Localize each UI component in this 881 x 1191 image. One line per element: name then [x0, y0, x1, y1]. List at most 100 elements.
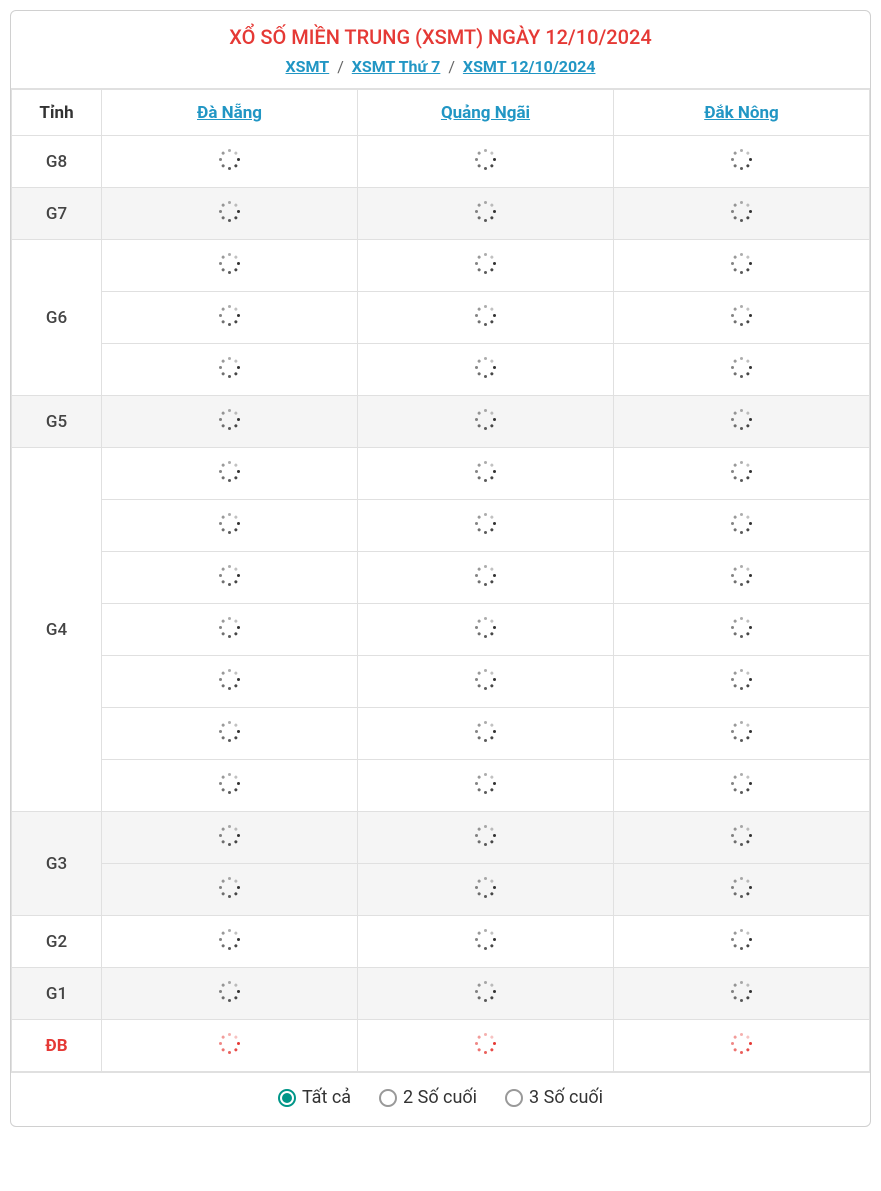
loading-spinner-icon [219, 460, 241, 482]
breadcrumb-sep: / [448, 57, 455, 76]
loading-spinner-icon [731, 512, 753, 534]
result-cell [358, 344, 614, 396]
result-cell [358, 604, 614, 656]
result-cell [102, 708, 358, 760]
loading-spinner-icon [219, 772, 241, 794]
result-cell [358, 708, 614, 760]
result-cell [614, 188, 870, 240]
loading-spinner-icon [219, 824, 241, 846]
result-cell [102, 916, 358, 968]
filter-option[interactable]: Tất cả [278, 1087, 351, 1108]
result-cell [358, 188, 614, 240]
result-cell [614, 656, 870, 708]
loading-spinner-icon [475, 460, 497, 482]
result-cell [102, 136, 358, 188]
col-header-province: Đắk Nông [614, 90, 870, 136]
results-table: Tỉnh Đà Nẵng Quảng Ngãi Đắk Nông G8G7G6 G… [11, 89, 870, 1072]
panel-title: XỔ SỐ MIỀN TRUNG (XSMT) NGÀY 12/10/2024 [21, 25, 860, 49]
loading-spinner-icon [219, 616, 241, 638]
result-cell [614, 760, 870, 812]
table-row: G1 [12, 968, 870, 1020]
loading-spinner-icon [475, 824, 497, 846]
radio-icon [278, 1089, 296, 1107]
table-row: G4 [12, 448, 870, 500]
table-row [12, 552, 870, 604]
loading-spinner-icon [219, 252, 241, 274]
col-header-province-label: Tỉnh [12, 90, 102, 136]
loading-spinner-icon [219, 512, 241, 534]
table-row [12, 864, 870, 916]
lottery-panel: XỔ SỐ MIỀN TRUNG (XSMT) NGÀY 12/10/2024 … [10, 10, 871, 1127]
breadcrumb-link-xsmt[interactable]: XSMT [286, 57, 330, 76]
loading-spinner-icon [475, 356, 497, 378]
province-link-dak-nong[interactable]: Đắk Nông [704, 103, 779, 123]
breadcrumb-link-date[interactable]: XSMT 12/10/2024 [463, 57, 596, 76]
filter-option-label: Tất cả [302, 1087, 351, 1108]
result-cell [614, 344, 870, 396]
result-cell [102, 760, 358, 812]
prize-label: G2 [12, 916, 102, 968]
province-link-quang-ngai[interactable]: Quảng Ngãi [441, 103, 530, 123]
filter-option[interactable]: 2 Số cuối [379, 1087, 477, 1108]
result-cell [614, 240, 870, 292]
loading-spinner-icon [731, 876, 753, 898]
panel-header: XỔ SỐ MIỀN TRUNG (XSMT) NGÀY 12/10/2024 … [11, 11, 870, 89]
prize-label: G8 [12, 136, 102, 188]
result-cell [614, 500, 870, 552]
table-row [12, 760, 870, 812]
prize-label: G7 [12, 188, 102, 240]
result-cell [102, 500, 358, 552]
result-cell [102, 396, 358, 448]
loading-spinner-icon [731, 772, 753, 794]
radio-icon [379, 1089, 397, 1107]
result-cell [614, 552, 870, 604]
result-cell [358, 864, 614, 916]
result-cell [358, 760, 614, 812]
province-link-da-nang[interactable]: Đà Nẵng [197, 103, 262, 123]
result-cell [614, 864, 870, 916]
loading-spinner-icon [731, 564, 753, 586]
loading-spinner-icon [475, 512, 497, 534]
result-cell [614, 812, 870, 864]
loading-spinner-icon [475, 772, 497, 794]
result-cell [102, 448, 358, 500]
result-cell [102, 344, 358, 396]
result-cell [358, 1020, 614, 1072]
loading-spinner-icon [731, 928, 753, 950]
result-cell [102, 864, 358, 916]
table-row: G7 [12, 188, 870, 240]
breadcrumb-link-day[interactable]: XSMT Thứ 7 [352, 57, 441, 76]
loading-spinner-icon [219, 720, 241, 742]
result-cell [358, 292, 614, 344]
result-cell [614, 604, 870, 656]
col-header-province: Quảng Ngãi [358, 90, 614, 136]
result-cell [358, 812, 614, 864]
prize-label: G4 [12, 448, 102, 812]
table-row: G8 [12, 136, 870, 188]
result-cell [102, 656, 358, 708]
loading-spinner-icon [731, 720, 753, 742]
loading-spinner-icon [475, 616, 497, 638]
loading-spinner-icon [731, 252, 753, 274]
table-row: G6 [12, 240, 870, 292]
filter-option[interactable]: 3 Số cuối [505, 1087, 603, 1108]
loading-spinner-icon [219, 876, 241, 898]
radio-icon [505, 1089, 523, 1107]
table-row [12, 708, 870, 760]
loading-spinner-icon [219, 148, 241, 170]
table-row [12, 656, 870, 708]
loading-spinner-icon [731, 304, 753, 326]
loading-spinner-icon [219, 304, 241, 326]
breadcrumb-sep: / [337, 57, 344, 76]
loading-spinner-icon [731, 356, 753, 378]
digit-filter-group: Tất cả 2 Số cuối 3 Số cuối [278, 1087, 603, 1108]
result-cell [358, 552, 614, 604]
result-cell [358, 500, 614, 552]
result-cell [614, 916, 870, 968]
table-row [12, 344, 870, 396]
loading-spinner-icon [475, 304, 497, 326]
result-cell [358, 136, 614, 188]
loading-spinner-icon [475, 252, 497, 274]
loading-spinner-icon [475, 876, 497, 898]
table-row: G2 [12, 916, 870, 968]
